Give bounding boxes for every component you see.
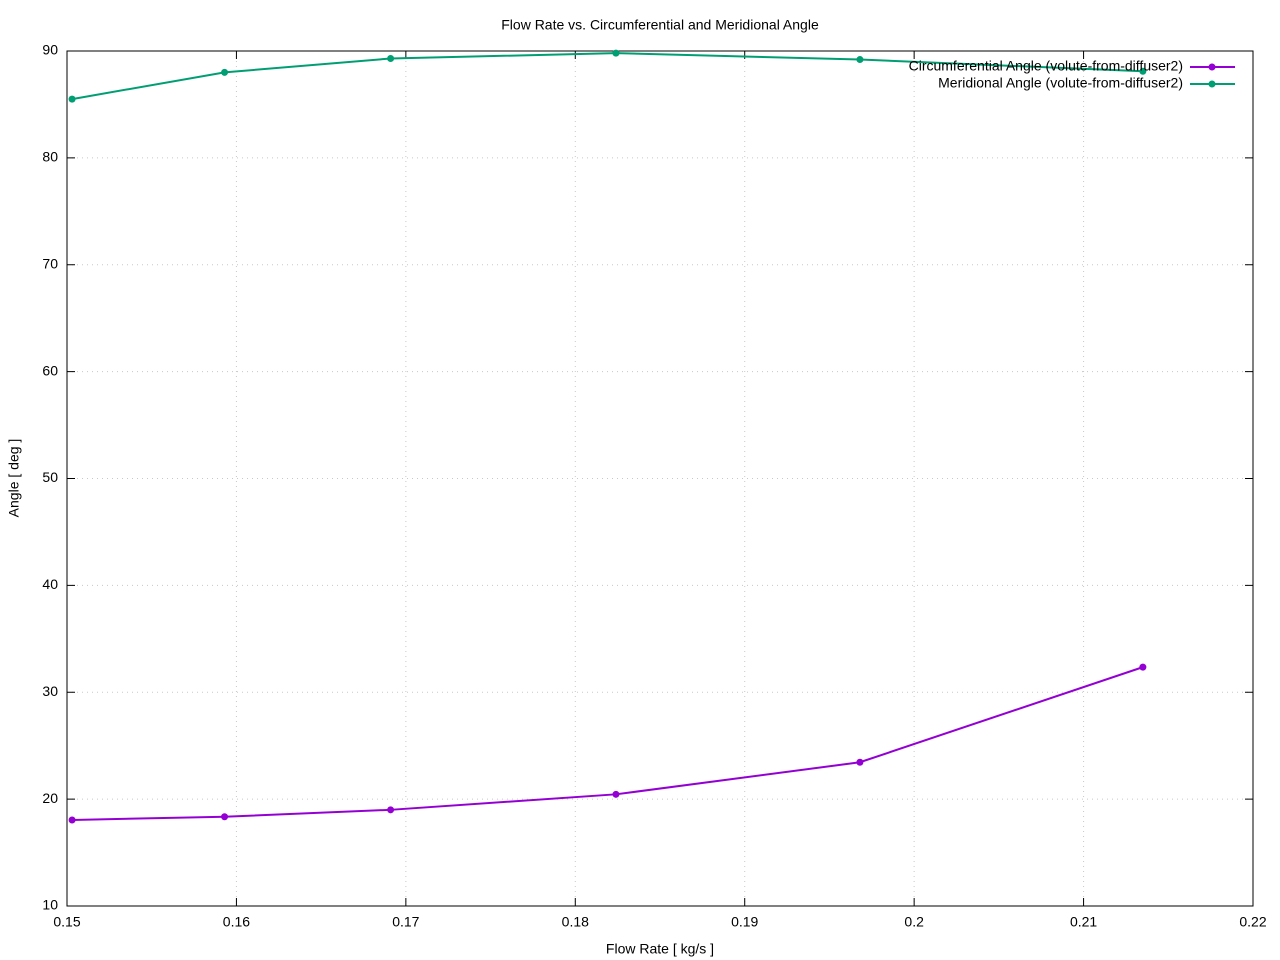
data-point <box>1139 67 1147 75</box>
data-point <box>68 816 76 824</box>
plot-frame <box>66 50 1254 907</box>
data-point <box>612 790 620 798</box>
chart-title: Flow Rate vs. Circumferential and Meridi… <box>501 17 819 33</box>
y-tick-label: 40 <box>42 576 58 592</box>
legend-label: Circumferential Angle (volute-from-diffu… <box>909 58 1183 74</box>
x-tick-label: 0.22 <box>1239 914 1266 930</box>
data-point <box>387 54 395 62</box>
data-point <box>856 56 864 64</box>
x-tick-label: 0.18 <box>562 914 589 930</box>
data-point <box>612 49 620 57</box>
data-point <box>221 68 229 76</box>
data-point <box>68 95 76 103</box>
x-tick-label: 0.2 <box>904 914 924 930</box>
x-tick-label: 0.21 <box>1070 914 1097 930</box>
series-line <box>72 666 1144 821</box>
y-tick-label: 30 <box>42 683 58 699</box>
y-axis-label: Angle [ deg ] <box>6 439 22 518</box>
x-axis-label: Flow Rate [ kg/s ] <box>606 941 714 957</box>
y-tick-label: 60 <box>42 362 58 378</box>
data-point <box>387 806 395 814</box>
series-line <box>71 52 1143 101</box>
y-tick-label: 90 <box>42 42 58 58</box>
legend-label: Meridional Angle (volute-from-diffuser2) <box>938 75 1183 91</box>
legend-marker <box>1208 63 1216 71</box>
x-tick-label: 0.15 <box>53 914 80 930</box>
y-tick-label: 80 <box>42 149 58 165</box>
data-point <box>856 758 864 766</box>
x-tick-label: 0.19 <box>731 914 758 930</box>
y-tick-label: 20 <box>42 790 58 806</box>
y-tick-label: 70 <box>42 255 58 271</box>
y-tick-label: 10 <box>42 897 58 913</box>
x-tick-label: 0.16 <box>223 914 250 930</box>
data-point <box>221 813 229 821</box>
data-point <box>1139 663 1147 671</box>
legend-marker <box>1208 80 1216 88</box>
x-tick-label: 0.17 <box>392 914 419 930</box>
y-tick-label: 50 <box>42 469 58 485</box>
